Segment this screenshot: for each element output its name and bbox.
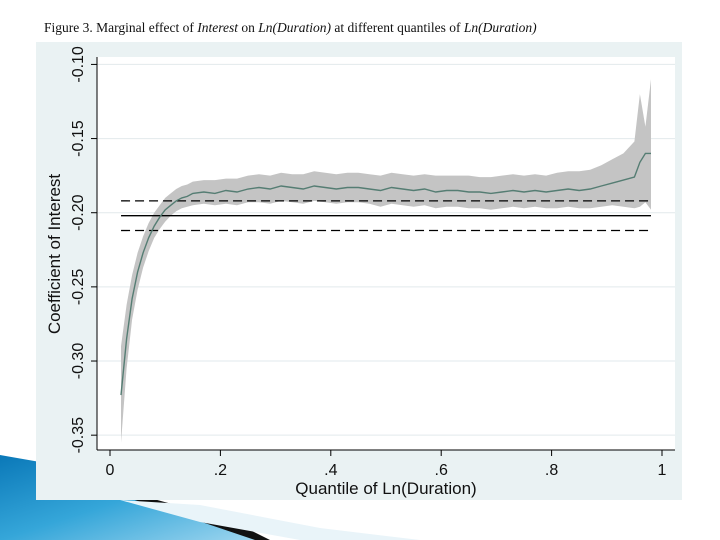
x-tick-label-2: .4 [324, 462, 337, 479]
x-tick-label-4: .8 [545, 462, 558, 479]
y-tick-label-1: -0.15 [70, 120, 87, 157]
caption-mid-2: at different quantiles of [330, 20, 464, 35]
x-tick-label-1: .2 [214, 462, 227, 479]
tick-labels: 0 .2 .4 .6 .8 1 -0.10 -0.15 -0.20 -0.25 -0.30 -0.35 [70, 46, 667, 479]
gridlines [97, 63, 675, 436]
caption-variable-interest: Interest [197, 20, 238, 35]
y-tick-label-5: -0.35 [70, 417, 87, 454]
y-tick-label-2: -0.20 [70, 194, 87, 231]
slide-decoration-light-swoosh [120, 500, 420, 540]
caption-variable-duration-quantile: Ln(Duration) [463, 20, 537, 35]
figure-caption: Figure 3. Marginal effect of Interest on… [44, 20, 704, 36]
y-tick-label-3: -0.25 [70, 269, 87, 306]
ols-reference-lines [121, 200, 651, 232]
caption-prefix: Figure 3. Marginal effect of [44, 20, 198, 35]
y-tick-label-4: -0.30 [70, 343, 87, 380]
y-axis-label: Coefficient of Interest [45, 174, 64, 335]
axes [91, 57, 675, 456]
caption-variable-duration: Ln(Duration) [258, 20, 331, 35]
slide-top-band [0, 0, 720, 6]
y-tick-label-0: -0.10 [70, 46, 87, 83]
x-axis-label: Quantile of Ln(Duration) [295, 479, 476, 498]
caption-mid-1: on [237, 20, 259, 35]
x-tick-label-3: .6 [435, 462, 448, 479]
series-line-coefficient [120, 152, 651, 396]
x-tick-label-0: 0 [106, 462, 115, 479]
x-tick-label-5: 1 [658, 462, 667, 479]
plot-area [97, 57, 675, 450]
